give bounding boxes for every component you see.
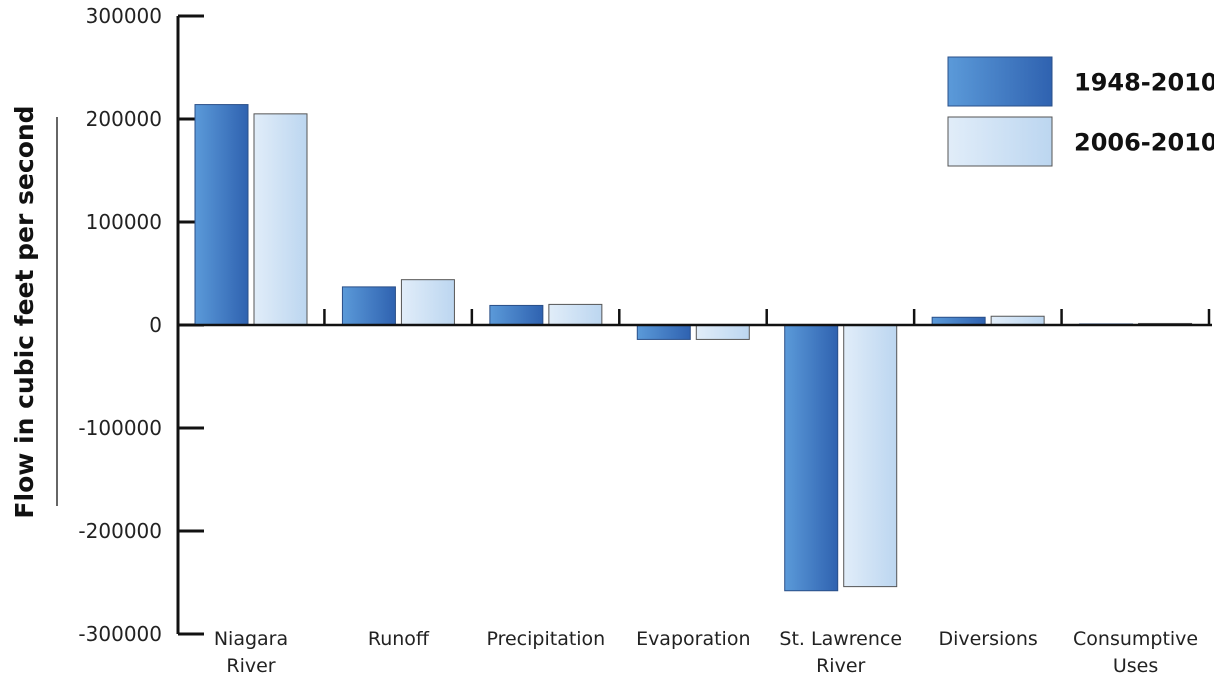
- x-tick-label: Precipitation: [486, 628, 605, 650]
- y-tick-label: 0: [149, 313, 162, 337]
- x-tick-label: Consumptive Uses: [1073, 628, 1198, 674]
- y-tick-label: 100000: [86, 210, 162, 234]
- y-tick-label: 200000: [86, 107, 162, 131]
- legend-swatch: [947, 56, 1053, 107]
- y-axis-label: Flow in cubic feet per second: [10, 105, 39, 518]
- bar-series-1: [489, 304, 544, 326]
- x-tick-label: St. Lawrence River: [779, 628, 902, 674]
- bar-series-2: [253, 113, 308, 326]
- x-tick-label: Runoff: [368, 628, 430, 650]
- bar-series-1: [784, 324, 839, 592]
- bar-series-2: [695, 324, 750, 340]
- y-tick-label: -300000: [78, 622, 162, 646]
- bar-series-1: [341, 286, 396, 326]
- x-axis: Niagara River Runoff Precipitation Evaporati…: [178, 309, 1212, 674]
- y-tick-label: -100000: [78, 416, 162, 440]
- x-tick-label: Evaporation: [636, 628, 750, 650]
- y-axis-label-group: Flow in cubic feet per second: [10, 105, 58, 519]
- y-axis: 300000 200000 100000 0 -100000 -200000 -300000: [78, 4, 204, 646]
- bar-series-2: [843, 324, 898, 588]
- x-tick-label: Diversions: [938, 628, 1037, 650]
- legend: 1948-2010 2006-2010: [947, 56, 1214, 167]
- bar-series-1: [194, 104, 249, 326]
- bar-series-2: [400, 279, 455, 326]
- legend-label: 2006-2010: [1074, 129, 1214, 157]
- bar-series-2: [990, 315, 1045, 326]
- legend-label: 1948-2010: [1074, 69, 1214, 97]
- legend-swatch: [947, 116, 1053, 167]
- bar-series-1: [636, 324, 691, 340]
- x-tick-label: Niagara River: [214, 628, 288, 674]
- y-tick-label: 300000: [86, 4, 162, 28]
- y-tick-label: -200000: [78, 519, 162, 543]
- bars: [194, 104, 1193, 592]
- bar-series-2: [548, 303, 603, 326]
